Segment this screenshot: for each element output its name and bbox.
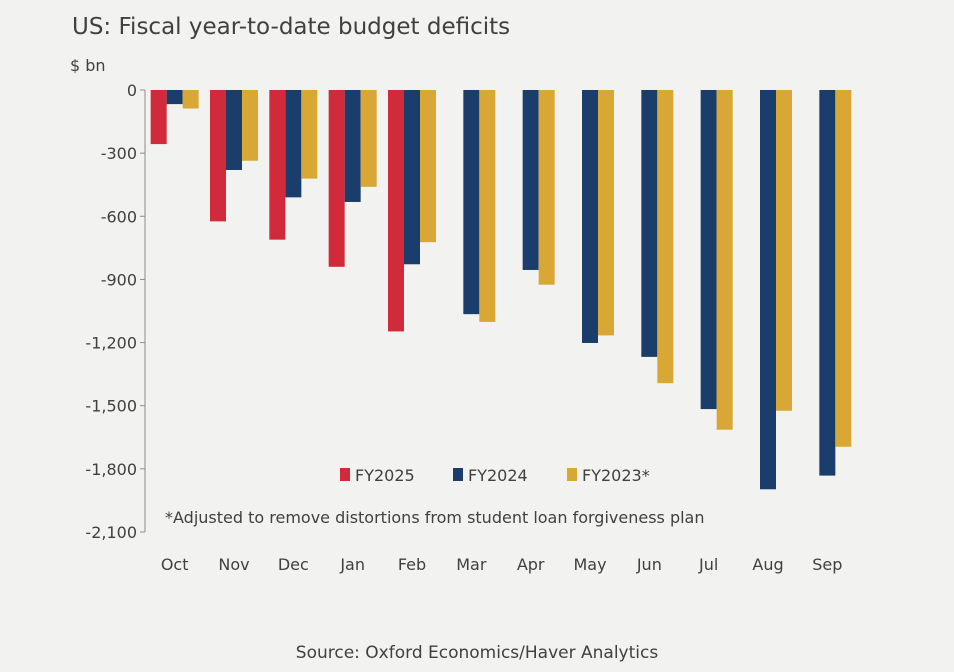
y-tick-label: -1,500 xyxy=(85,397,137,416)
bar-fy2023-aug xyxy=(776,90,792,411)
bar-fy2024-mar xyxy=(463,90,480,315)
bar-fy2023-jul xyxy=(716,90,733,430)
x-tick-label: Jan xyxy=(339,555,365,574)
bar-fy2024-apr xyxy=(522,90,539,270)
y-tick-label: -600 xyxy=(101,207,137,226)
chart-note: *Adjusted to remove distortions from stu… xyxy=(165,508,705,527)
y-axis-unit-label: $ bn xyxy=(70,56,106,75)
bar-fy2024-dec xyxy=(285,90,302,198)
bar-fy2024-oct xyxy=(166,90,183,105)
bar-fy2024-sep xyxy=(819,90,836,476)
x-tick-label: Jul xyxy=(698,555,718,574)
y-tick-label: -900 xyxy=(101,270,137,289)
bar-fy2023-dec xyxy=(301,90,318,179)
legend-label-fy2024: FY2024 xyxy=(468,466,528,485)
x-tick-label: Dec xyxy=(278,555,309,574)
x-tick-label: Oct xyxy=(161,555,189,574)
legend-swatch-fy2023 xyxy=(567,468,577,481)
legend: FY2025 FY2024 FY2023* xyxy=(340,466,650,485)
bar-fy2025-oct xyxy=(150,90,167,145)
bar-fy2024-jan xyxy=(344,90,361,202)
bar-fy2023-oct xyxy=(182,90,199,109)
x-tick-label: Mar xyxy=(456,555,487,574)
legend-label-fy2025: FY2025 xyxy=(355,466,415,485)
bar-fy2023-jun xyxy=(657,90,674,384)
bar-fy2023-jan xyxy=(360,90,377,187)
bar-fy2025-nov xyxy=(210,90,226,222)
bar-fy2023-mar xyxy=(479,90,496,322)
bar-fy2025-dec xyxy=(269,90,286,240)
x-tick-label: May xyxy=(573,555,606,574)
legend-label-fy2023: FY2023* xyxy=(582,466,650,485)
x-tick-label: Aug xyxy=(752,555,783,574)
bar-fy2024-nov xyxy=(226,90,242,170)
bar-fy2024-may xyxy=(582,90,598,343)
bar-fy2024-jul xyxy=(700,90,717,410)
bars xyxy=(150,90,852,490)
bar-fy2023-nov xyxy=(242,90,258,161)
x-tick-label: Sep xyxy=(812,555,842,574)
bar-fy2024-feb xyxy=(404,90,420,265)
y-tick-label: 0 xyxy=(127,81,137,100)
x-tick-label: Nov xyxy=(218,555,249,574)
bar-fy2025-feb xyxy=(388,90,404,332)
bar-fy2024-jun xyxy=(641,90,658,357)
x-tick-label: Jun xyxy=(636,555,662,574)
x-tick-label: Feb xyxy=(398,555,426,574)
bar-fy2025-jan xyxy=(328,90,345,267)
y-tick-label: -1,800 xyxy=(85,460,137,479)
bar-fy2024-aug xyxy=(760,90,776,490)
y-tick-label: -2,100 xyxy=(85,523,137,542)
bar-fy2023-sep xyxy=(835,90,852,447)
axes: 0 -300 -600 -900 -1,200 -1,500 -1,800 -2,100 Oct… xyxy=(85,81,842,574)
chart-title: US: Fiscal year-to-date budget deficits xyxy=(72,14,511,40)
source-note: Source: Oxford Economics/Haver Analytics xyxy=(295,643,659,663)
legend-swatch-fy2024 xyxy=(453,468,463,481)
bar-fy2023-feb xyxy=(420,90,436,243)
bar-fy2023-may xyxy=(598,90,614,336)
y-tick-label: -300 xyxy=(101,144,137,163)
x-tick-label: Apr xyxy=(517,555,545,574)
legend-swatch-fy2025 xyxy=(340,468,350,481)
y-tick-label: -1,200 xyxy=(85,334,137,353)
bar-fy2023-apr xyxy=(538,90,555,285)
